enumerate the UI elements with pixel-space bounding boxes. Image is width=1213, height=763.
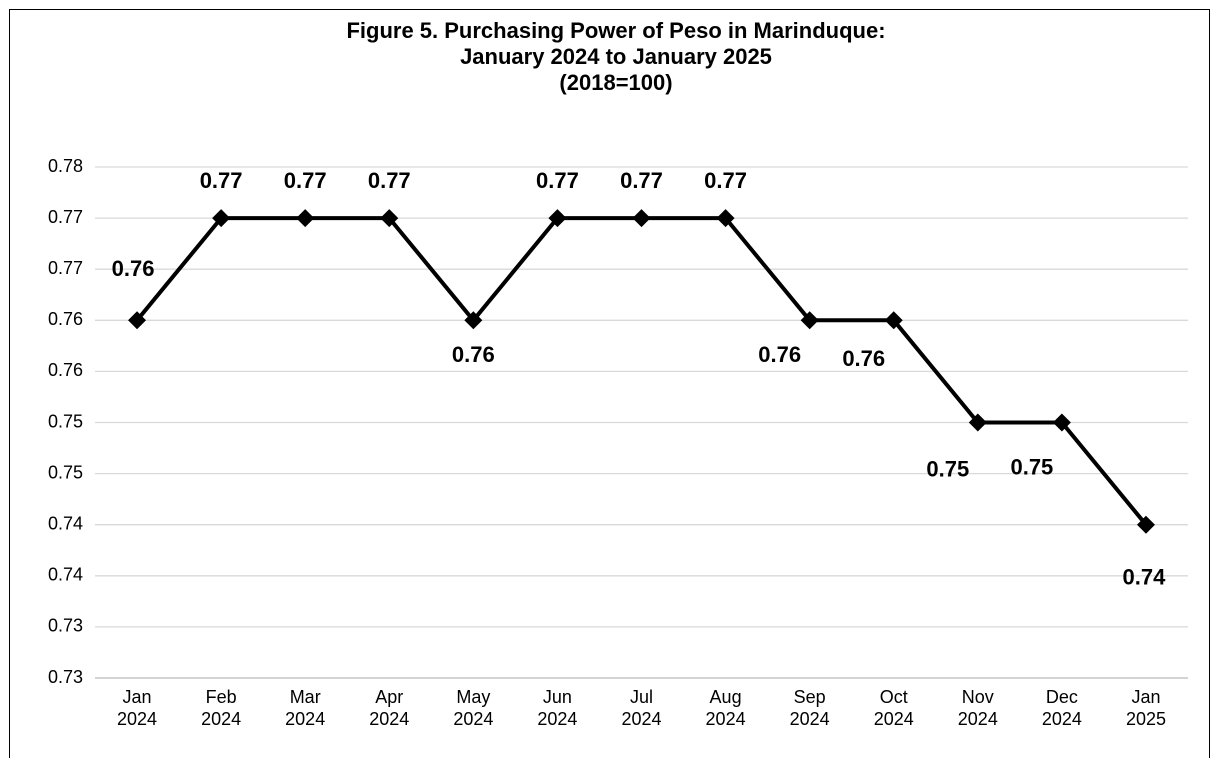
data-label: 0.76 <box>452 342 495 367</box>
chart-title: Figure 5. Purchasing Power of Peso in Ma… <box>346 18 885 43</box>
y-tick-label: 0.73 <box>48 667 83 687</box>
chart-title: January 2024 to January 2025 <box>460 44 772 69</box>
data-label: 0.77 <box>536 168 579 193</box>
marker <box>716 209 735 228</box>
data-label: 0.76 <box>112 256 155 281</box>
marker <box>968 413 987 432</box>
y-tick-label: 0.75 <box>48 411 83 431</box>
marker <box>128 311 147 330</box>
data-label: 0.75 <box>926 456 969 481</box>
marker <box>380 209 399 228</box>
data-label: 0.77 <box>368 168 411 193</box>
data-label: 0.77 <box>284 168 327 193</box>
x-tick-label: Feb 2024 <box>201 687 241 729</box>
y-tick-label: 0.74 <box>48 565 83 585</box>
x-tick-label: Jul 2024 <box>621 687 661 729</box>
data-label: 0.77 <box>620 168 663 193</box>
x-tick-label: Jan 2025 <box>1126 687 1166 729</box>
data-label: 0.74 <box>1123 565 1167 590</box>
data-label: 0.75 <box>1010 454 1053 479</box>
data-label: 0.76 <box>758 342 801 367</box>
marker <box>212 209 231 228</box>
x-tick-label: Oct 2024 <box>874 687 914 729</box>
marker <box>1052 413 1071 432</box>
marker <box>632 209 651 228</box>
chart-subtitle: (2018=100) <box>559 70 672 95</box>
x-tick-label: Dec 2024 <box>1042 687 1082 729</box>
marker <box>800 311 819 330</box>
y-tick-label: 0.76 <box>48 360 83 380</box>
x-tick-label: Mar 2024 <box>285 687 325 729</box>
marker <box>884 311 903 330</box>
y-tick-label: 0.73 <box>48 616 83 636</box>
marker <box>548 209 567 228</box>
x-tick-label: Aug 2024 <box>706 687 746 729</box>
chart-frame <box>9 9 1210 763</box>
x-tick-label: Sep 2024 <box>790 687 830 729</box>
y-tick-label: 0.78 <box>48 156 83 176</box>
data-label: 0.77 <box>200 168 243 193</box>
marker <box>1136 515 1155 534</box>
x-tick-label: Apr 2024 <box>369 687 409 729</box>
x-tick-label: Nov 2024 <box>958 687 998 729</box>
x-tick-label: Jun 2024 <box>537 687 577 729</box>
y-tick-label: 0.76 <box>48 309 83 329</box>
y-tick-label: 0.77 <box>48 258 83 278</box>
marker <box>464 311 483 330</box>
y-tick-label: 0.77 <box>48 207 83 227</box>
x-tick-label: May 2024 <box>453 687 493 729</box>
marker <box>296 209 315 228</box>
y-tick-label: 0.74 <box>48 513 83 533</box>
y-tick-label: 0.75 <box>48 462 83 482</box>
x-tick-label: Jan 2024 <box>117 687 157 729</box>
data-label: 0.76 <box>842 346 885 371</box>
data-label: 0.77 <box>704 168 747 193</box>
